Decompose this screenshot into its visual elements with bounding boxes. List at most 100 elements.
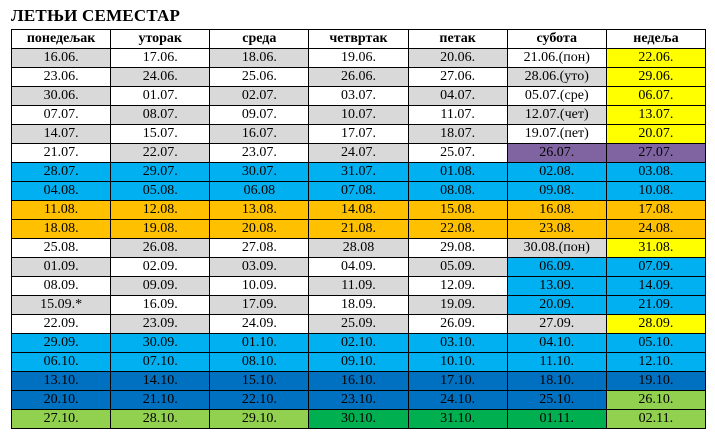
date-cell-sunday: 19.10.	[605, 371, 707, 391]
week-row: 27.10. 28.10. 29.10. 30.10. 31.10. 01.11. 02.1…	[10, 409, 707, 429]
date-cell-saturday: 06.09.	[506, 257, 607, 277]
date-cell-monday: 30.06.	[10, 86, 112, 106]
date-cell-thursday: 31.07.	[308, 162, 409, 182]
week-row: 21.07. 22.07. 23.07. 24.07. 25.07. 26.07. 27.0…	[10, 143, 707, 163]
date-cell-saturday: 01.11.	[506, 409, 607, 429]
date-cell-saturday: 28.06.(уто)	[506, 67, 607, 87]
date-cell-sunday: 24.08.	[605, 219, 707, 239]
date-cell-friday: 17.10.	[407, 371, 508, 391]
date-cell-tuesday: 21.10.	[110, 390, 211, 410]
date-cell-friday: 22.08.	[407, 219, 508, 239]
date-cell-saturday: 30.08.(пон)	[506, 238, 607, 258]
date-cell-thursday: 23.10.	[308, 390, 409, 410]
date-cell-monday: 01.09.	[10, 257, 112, 277]
col-header-tuesday: уторак	[110, 29, 211, 49]
date-cell-wednesday: 16.07.	[209, 124, 310, 144]
date-cell-sunday: 13.07.	[605, 105, 707, 125]
date-cell-thursday: 26.06.	[308, 67, 409, 87]
date-cell-wednesday: 30.07.	[209, 162, 310, 182]
col-header-saturday: субота	[506, 29, 607, 49]
date-cell-tuesday: 05.08.	[110, 181, 211, 201]
date-cell-thursday: 18.09.	[308, 295, 409, 315]
date-cell-friday: 12.09.	[407, 276, 508, 296]
date-cell-thursday: 03.07.	[308, 86, 409, 106]
week-row: 20.10. 21.10. 22.10. 23.10. 24.10. 25.10. 26.1…	[10, 390, 707, 410]
date-cell-friday: 01.08.	[407, 162, 508, 182]
date-cell-tuesday: 15.07.	[110, 124, 211, 144]
date-cell-tuesday: 08.07.	[110, 105, 211, 125]
col-header-wednesday: среда	[209, 29, 310, 49]
date-cell-wednesday: 18.06.	[209, 48, 310, 68]
date-cell-sunday: 03.08.	[605, 162, 707, 182]
date-cell-sunday: 31.08.	[605, 238, 707, 258]
date-cell-saturday: 18.10.	[506, 371, 607, 391]
date-cell-monday: 11.08.	[10, 200, 112, 220]
date-cell-monday: 06.10.	[10, 352, 112, 372]
week-row: 30.06. 01.07. 02.07. 03.07. 04.07. 05.07.(сре…	[10, 86, 707, 106]
semester-title: ЛЕТЊИ СЕМЕСТАР	[11, 6, 181, 25]
date-cell-thursday: 02.10.	[308, 333, 409, 353]
week-row: 01.09. 02.09. 03.09. 04.09. 05.09. 06.09. 07.0…	[10, 257, 707, 277]
date-cell-friday: 26.09.	[407, 314, 508, 334]
date-cell-wednesday: 25.06.	[209, 67, 310, 87]
date-cell-sunday: 12.10.	[605, 352, 707, 372]
date-cell-wednesday: 08.10.	[209, 352, 310, 372]
date-cell-tuesday: 19.08.	[110, 219, 211, 239]
date-cell-tuesday: 01.07.	[110, 86, 211, 106]
date-cell-thursday: 04.09.	[308, 257, 409, 277]
date-cell-saturday: 04.10.	[506, 333, 607, 353]
date-cell-wednesday: 20.08.	[209, 219, 310, 239]
date-cell-monday: 22.09.	[10, 314, 112, 334]
date-cell-friday: 15.08.	[407, 200, 508, 220]
date-cell-friday: 08.08.	[407, 181, 508, 201]
date-cell-saturday: 26.07.	[506, 143, 607, 163]
date-cell-tuesday: 12.08.	[110, 200, 211, 220]
date-cell-sunday: 10.08.	[605, 181, 707, 201]
date-cell-sunday: 07.09.	[605, 257, 707, 277]
date-cell-saturday: 21.06.(пон)	[506, 48, 607, 68]
date-cell-tuesday: 02.09.	[110, 257, 211, 277]
date-cell-friday: 27.06.	[407, 67, 508, 87]
date-cell-saturday: 11.10.	[506, 352, 607, 372]
date-cell-tuesday: 28.10.	[110, 409, 211, 429]
date-cell-saturday: 19.07.(пет)	[506, 124, 607, 144]
date-cell-monday: 21.07.	[10, 143, 112, 163]
week-row: 28.07. 29.07. 30.07. 31.07. 01.08. 02.08. 03.0…	[10, 162, 707, 182]
week-row: 13.10. 14.10. 15.10. 16.10. 17.10. 18.10. 19.1…	[10, 371, 707, 391]
date-cell-thursday: 19.06.	[308, 48, 409, 68]
date-cell-monday: 28.07.	[10, 162, 112, 182]
date-cell-friday: 03.10.	[407, 333, 508, 353]
date-cell-saturday: 16.08.	[506, 200, 607, 220]
date-cell-thursday: 09.10.	[308, 352, 409, 372]
date-cell-wednesday: 13.08.	[209, 200, 310, 220]
date-cell-monday: 15.09.*	[10, 295, 112, 315]
date-cell-sunday: 06.07.	[605, 86, 707, 106]
date-cell-friday: 18.07.	[407, 124, 508, 144]
date-cell-wednesday: 02.07.	[209, 86, 310, 106]
week-row: 18.08. 19.08. 20.08. 21.08. 22.08. 23.08. 24.0…	[10, 219, 707, 239]
week-row: 14.07. 15.07. 16.07. 17.07. 18.07. 19.07.(пет…	[10, 124, 707, 144]
date-cell-saturday: 09.08.	[506, 181, 607, 201]
week-row: 04.08. 05.08. 06.08 07.08. 08.08. 09.08. 10.08…	[10, 181, 707, 201]
date-cell-monday: 25.08.	[10, 238, 112, 258]
date-cell-wednesday: 09.07.	[209, 105, 310, 125]
date-cell-thursday: 30.10.	[308, 409, 409, 429]
date-cell-thursday: 11.09.	[308, 276, 409, 296]
date-cell-friday: 11.07.	[407, 105, 508, 125]
week-row: 15.09.* 16.09. 17.09. 18.09. 19.09. 20.09. 21.…	[10, 295, 707, 315]
calendar-body: 16.06. 17.06. 18.06. 19.06. 20.06. 21.06.(пон…	[10, 48, 707, 429]
week-row: 22.09. 23.09. 24.09. 25.09. 26.09. 27.09. 28.0…	[10, 314, 707, 334]
date-cell-tuesday: 14.10.	[110, 371, 211, 391]
week-row: 11.08. 12.08. 13.08. 14.08. 15.08. 16.08. 17.0…	[10, 200, 707, 220]
date-cell-monday: 20.10.	[10, 390, 112, 410]
date-cell-friday: 29.08.	[407, 238, 508, 258]
date-cell-monday: 14.07.	[10, 124, 112, 144]
date-cell-thursday: 14.08.	[308, 200, 409, 220]
date-cell-thursday: 10.07.	[308, 105, 409, 125]
header-row: понедељак уторак среда четвртак петак су…	[10, 29, 707, 49]
date-cell-sunday: 28.09.	[605, 314, 707, 334]
date-cell-thursday: 24.07.	[308, 143, 409, 163]
date-cell-tuesday: 29.07.	[110, 162, 211, 182]
date-cell-friday: 04.07.	[407, 86, 508, 106]
date-cell-saturday: 27.09.	[506, 314, 607, 334]
